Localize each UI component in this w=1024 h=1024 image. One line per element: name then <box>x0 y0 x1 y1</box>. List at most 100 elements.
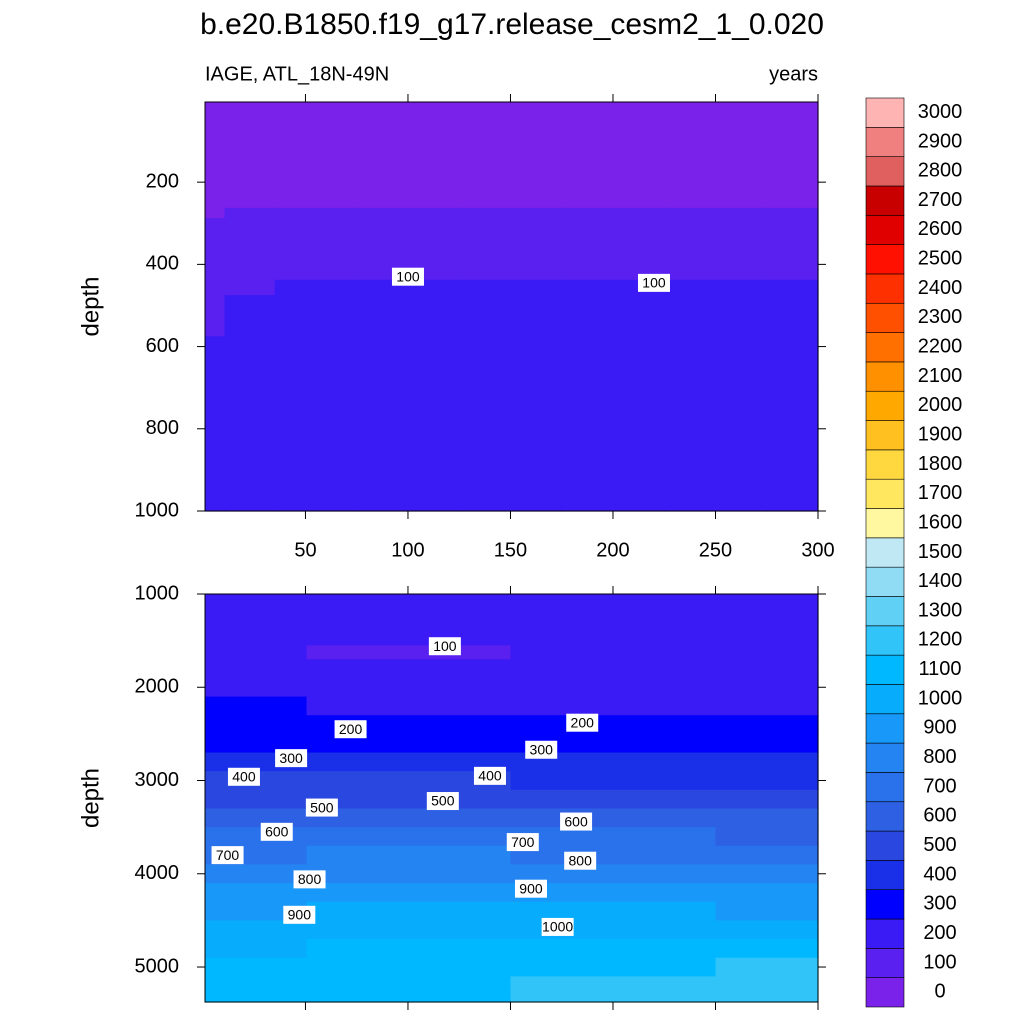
contour-label-box <box>211 846 244 865</box>
right-string: years <box>769 63 818 85</box>
colorbar-label: 2800 <box>918 160 963 182</box>
colorbar-box <box>865 742 905 773</box>
colorbar-label: 2700 <box>918 189 963 211</box>
y-tick-label: 4000 <box>135 862 180 884</box>
contour-cell <box>306 993 512 1003</box>
contour-cell <box>510 645 717 660</box>
y-axis-label: depth <box>77 768 104 828</box>
contour-cell <box>715 993 819 1003</box>
contour-cell <box>510 827 717 847</box>
contour-cell <box>274 218 358 235</box>
y-tick-label: 800 <box>146 417 179 439</box>
colorbar-label: 100 <box>923 951 956 973</box>
contour-cell <box>224 469 276 512</box>
colorbar-label: 1400 <box>918 570 963 592</box>
colorbar-box <box>865 537 905 568</box>
contour-cell <box>356 218 460 235</box>
contour-cell <box>766 315 819 337</box>
contour-cell <box>664 387 768 471</box>
contour-label-box <box>293 870 326 889</box>
contour-cell <box>561 295 665 317</box>
contour-cell <box>459 233 563 255</box>
contour-cell <box>715 976 819 995</box>
contour-cell <box>766 295 819 317</box>
contour-cell <box>205 677 308 698</box>
colorbar-label: 2000 <box>918 394 963 416</box>
contour-cell <box>356 336 460 389</box>
contour-cell <box>205 295 226 317</box>
contour-cell <box>205 233 226 255</box>
contour-cell <box>561 336 665 389</box>
contour-cell <box>561 161 665 194</box>
colorbar-label: 2400 <box>918 277 963 299</box>
contour-cell <box>766 269 819 281</box>
contour-cell <box>205 789 308 810</box>
contour-cell <box>306 752 512 772</box>
contour-label: 1000 <box>542 919 573 935</box>
colorbar-label: 2100 <box>918 365 963 387</box>
contour-cell <box>274 295 358 317</box>
x-tick-label: 300 <box>801 539 834 561</box>
contour-cell <box>224 192 276 209</box>
contour-label: 400 <box>232 768 256 784</box>
contour-cell <box>664 315 768 337</box>
contour-cell <box>459 295 563 317</box>
colorbar-box <box>865 478 905 509</box>
contour-cell <box>205 469 226 512</box>
contour-cell <box>459 102 563 123</box>
contour-cell <box>510 883 717 903</box>
contour-cell <box>356 121 460 163</box>
contour-cell <box>306 976 512 995</box>
contour-cell <box>715 771 819 791</box>
contour-cell <box>274 207 358 219</box>
colorbar-box <box>865 156 905 187</box>
contour-cell <box>715 677 819 698</box>
contour-cell <box>205 121 226 163</box>
colorbar-box <box>865 332 905 363</box>
contour-cell <box>356 387 460 471</box>
contour-cell <box>224 121 276 163</box>
contour-cell <box>510 976 717 995</box>
contour-cell <box>561 207 665 219</box>
contour-cell <box>205 336 226 389</box>
contour-cell <box>715 845 819 866</box>
colorbar-box <box>865 596 905 627</box>
colorbar-label: 2200 <box>918 336 963 358</box>
colorbar-label: 2500 <box>918 248 963 270</box>
contour-cell <box>459 161 563 194</box>
x-tick-label: 50 <box>294 539 316 561</box>
contour-cell <box>715 920 819 940</box>
contour-cell <box>205 269 226 281</box>
contour-cell <box>306 677 512 698</box>
contour-label-box <box>541 917 574 936</box>
colorbar-label: 0 <box>934 981 945 1003</box>
contour-cell <box>459 207 563 219</box>
contour-cell <box>766 218 819 235</box>
colorbar-box <box>865 214 905 245</box>
contour-cell <box>205 993 308 1003</box>
contour-label: 700 <box>216 847 240 863</box>
contour-cell <box>510 733 717 754</box>
contour-cell <box>766 233 819 255</box>
contour-cell <box>224 254 276 271</box>
colorbar-label: 1800 <box>918 453 963 475</box>
contour-cell <box>205 594 308 618</box>
colorbar-box <box>865 566 905 597</box>
contour-cell <box>766 387 819 471</box>
contour-cell <box>205 715 308 735</box>
colorbar-box <box>865 449 905 480</box>
contour-cell <box>205 192 226 209</box>
contour-cell <box>274 254 358 271</box>
contour-cell <box>224 279 276 296</box>
contour-cell <box>274 469 358 512</box>
contour-cell <box>766 161 819 194</box>
contour-cell <box>306 864 512 884</box>
contour-cell <box>510 677 717 698</box>
colorbar-box <box>865 654 905 685</box>
contour-cell <box>561 469 665 512</box>
contour-cell <box>766 336 819 389</box>
y-tick-label: 400 <box>146 253 179 275</box>
contour-label-box <box>514 879 547 898</box>
contour-cell <box>306 659 512 679</box>
